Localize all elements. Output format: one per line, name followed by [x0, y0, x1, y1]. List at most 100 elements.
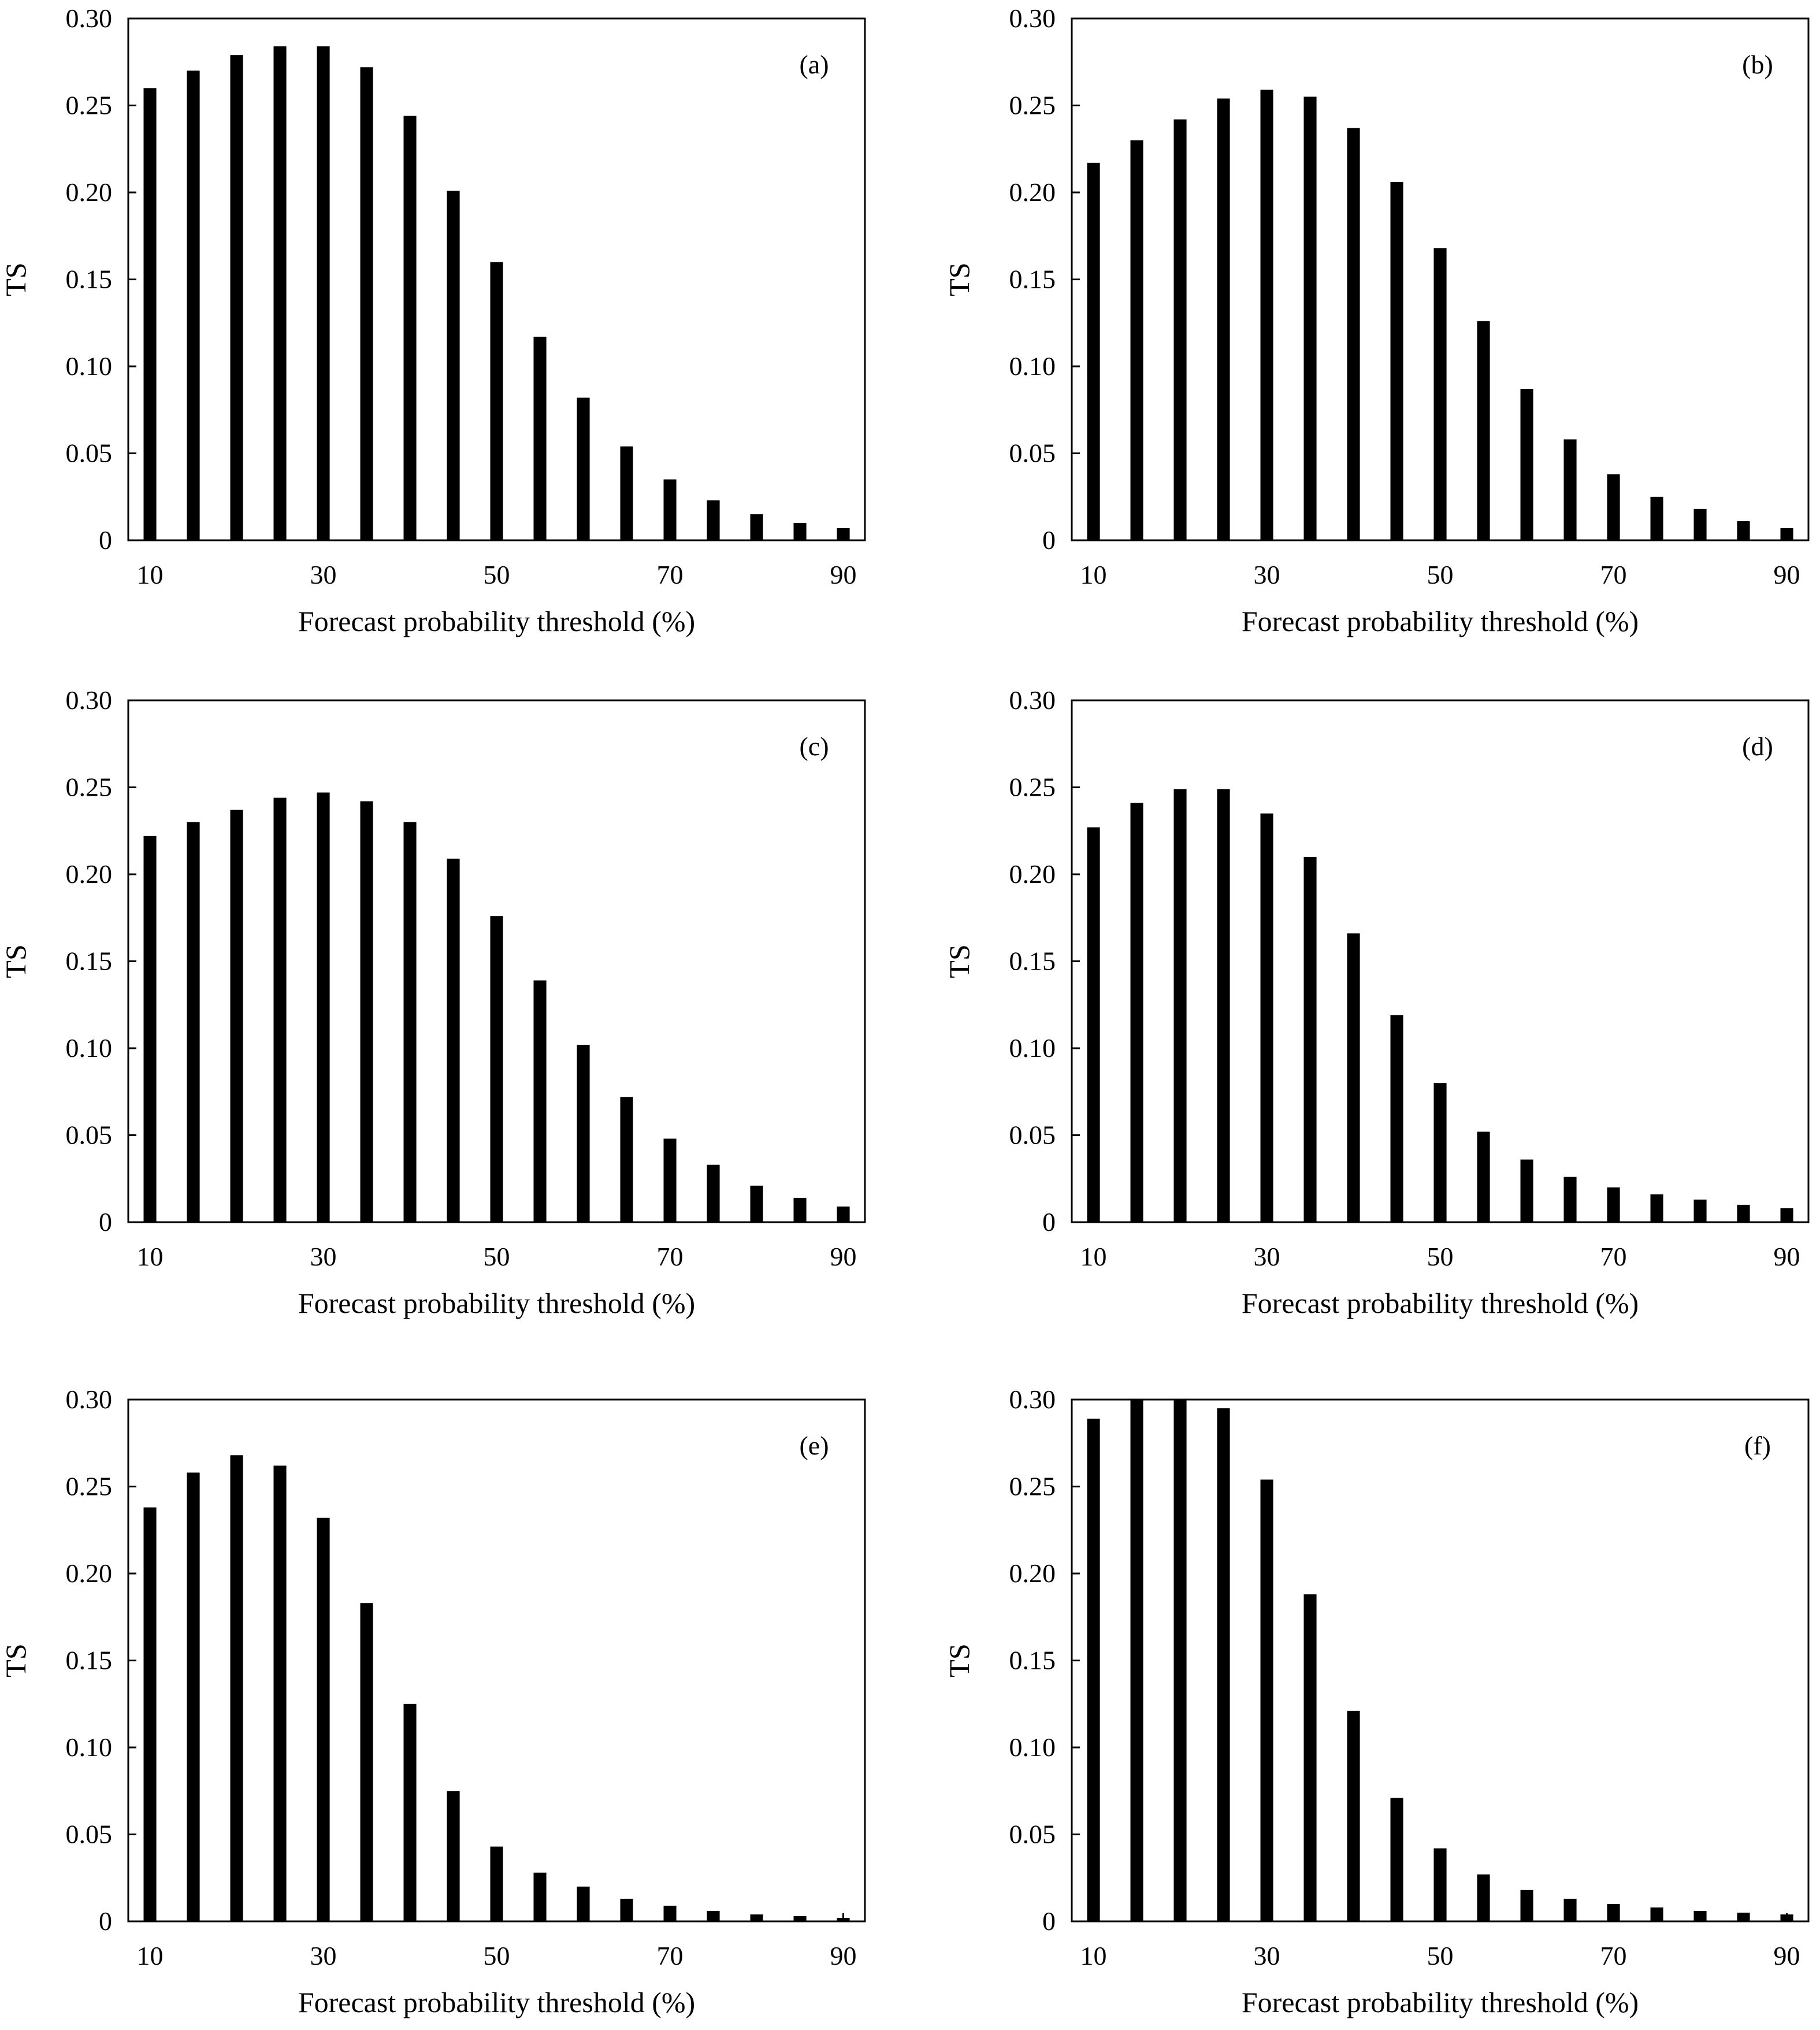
bar-80	[1693, 509, 1707, 540]
x-tick-label: 70	[1600, 560, 1627, 589]
bar-70	[1607, 474, 1620, 540]
y-tick-label: 0.10	[1009, 351, 1056, 381]
y-tick-label: 0	[1042, 1207, 1056, 1237]
bar-75	[1650, 496, 1663, 541]
x-tick-label: 30	[310, 1941, 337, 1970]
bar-35	[1303, 97, 1317, 540]
y-axis-title: TS	[0, 262, 32, 296]
bar-45	[1390, 1015, 1403, 1222]
bar-55	[533, 980, 547, 1222]
y-tick-label: 0.20	[66, 177, 113, 207]
bar-10	[143, 88, 157, 540]
x-tick-label: 70	[1600, 1941, 1627, 1970]
y-tick-label: 0.20	[1009, 1558, 1056, 1588]
bar-25	[273, 797, 287, 1222]
y-axis-title: TS	[943, 262, 975, 296]
bar-30	[317, 792, 330, 1222]
bar-75	[1650, 1907, 1663, 1921]
y-axis-title: TS	[0, 1643, 32, 1677]
bar-60	[577, 1045, 590, 1222]
y-tick-label: 0.30	[1009, 3, 1056, 33]
y-tick-label: 0.15	[1009, 947, 1056, 976]
bar-20	[230, 810, 243, 1222]
bar-40	[1347, 128, 1360, 541]
x-tick-label: 90	[830, 1941, 857, 1970]
y-tick-label: 0.15	[66, 1646, 113, 1675]
y-axis-title: TS	[0, 944, 32, 978]
x-axis-title: Forecast probability threshold (%)	[1242, 605, 1639, 637]
y-tick-label: 0.25	[1009, 91, 1056, 120]
y-tick-label: 0.10	[1009, 1732, 1056, 1762]
bar-10	[143, 836, 157, 1222]
y-tick-label: 0	[99, 525, 112, 555]
bar-40	[403, 822, 417, 1222]
bar-20	[230, 55, 243, 540]
x-tick-label: 50	[1427, 560, 1454, 589]
bar-50	[1433, 1083, 1447, 1222]
bar-65	[1563, 1898, 1577, 1921]
bar-20	[1173, 119, 1187, 541]
panel-label: (e)	[799, 1431, 829, 1460]
x-tick-label: 30	[1254, 1242, 1280, 1271]
bar-85	[793, 1197, 807, 1222]
bar-35	[360, 67, 373, 541]
bar-15	[187, 1472, 200, 1921]
bar-45	[447, 858, 460, 1222]
bar-65	[620, 446, 633, 540]
x-tick-label: 10	[137, 560, 164, 589]
bar-65	[1563, 1177, 1577, 1222]
y-tick-label: 0.25	[1009, 773, 1056, 802]
y-tick-label: 0.25	[66, 91, 113, 120]
x-tick-label: 50	[1427, 1941, 1454, 1970]
y-tick-label: 0.20	[1009, 859, 1056, 889]
chart-panel-d: 0 0.05 0.10 0.15 0.20 0.25 0.30 10 30 50 70 90 Forec…	[943, 685, 1810, 1319]
bar-50	[490, 1846, 503, 1921]
x-tick-label: 50	[484, 560, 510, 589]
x-tick-label: 90	[1774, 1242, 1800, 1271]
bar-75	[707, 1164, 720, 1222]
bar-85	[1737, 1912, 1750, 1921]
x-tick-label: 30	[1254, 1941, 1280, 1970]
x-tick-label: 50	[1427, 1242, 1454, 1271]
bar-80	[750, 1914, 763, 1921]
bar-55	[533, 336, 547, 540]
x-tick-label: 90	[830, 1242, 857, 1271]
bar-45	[447, 191, 460, 540]
y-tick-label: 0.20	[1009, 177, 1056, 207]
y-tick-label: 0.05	[66, 439, 113, 468]
x-axis-title: Forecast probability threshold (%)	[298, 1287, 695, 1319]
bar-10	[1087, 1419, 1100, 1921]
chart-panel-c: 0 0.05 0.10 0.15 0.20 0.25 0.30 10 30 50 70 90 Forec…	[0, 685, 866, 1319]
x-tick-label: 90	[1774, 560, 1800, 589]
x-tick-label: 10	[137, 1941, 164, 1970]
bar-65	[620, 1898, 633, 1921]
bar-70	[663, 1138, 677, 1222]
bar-20	[1173, 1400, 1187, 1921]
bar-35	[360, 1603, 373, 1921]
x-tick-label: 90	[830, 560, 857, 589]
bar-20	[1173, 789, 1187, 1222]
y-tick-label: 0.10	[1009, 1033, 1056, 1063]
y-tick-label: 0	[99, 1207, 112, 1237]
bar-15	[1130, 1400, 1143, 1921]
panel-label: (d)	[1742, 732, 1773, 761]
bar-15	[187, 70, 200, 541]
bar-15	[1130, 140, 1143, 540]
y-tick-label: 0.25	[66, 1472, 113, 1501]
bar-25	[273, 1465, 287, 1921]
bar-65	[1563, 439, 1577, 540]
bar-55	[1477, 321, 1490, 540]
y-tick-label: 0.05	[66, 1820, 113, 1849]
bar-70	[663, 479, 677, 540]
bar-70	[1607, 1187, 1620, 1222]
bar-10	[143, 1507, 157, 1921]
bar-80	[1693, 1199, 1707, 1222]
y-tick-label: 0.30	[1009, 1385, 1056, 1414]
y-tick-label: 0.30	[66, 3, 113, 33]
y-tick-label: 0.10	[66, 1732, 113, 1762]
bar-45	[1390, 1798, 1403, 1921]
bar-25	[1217, 98, 1230, 540]
bar-60	[1520, 1890, 1533, 1921]
x-tick-label: 90	[1774, 1941, 1800, 1970]
